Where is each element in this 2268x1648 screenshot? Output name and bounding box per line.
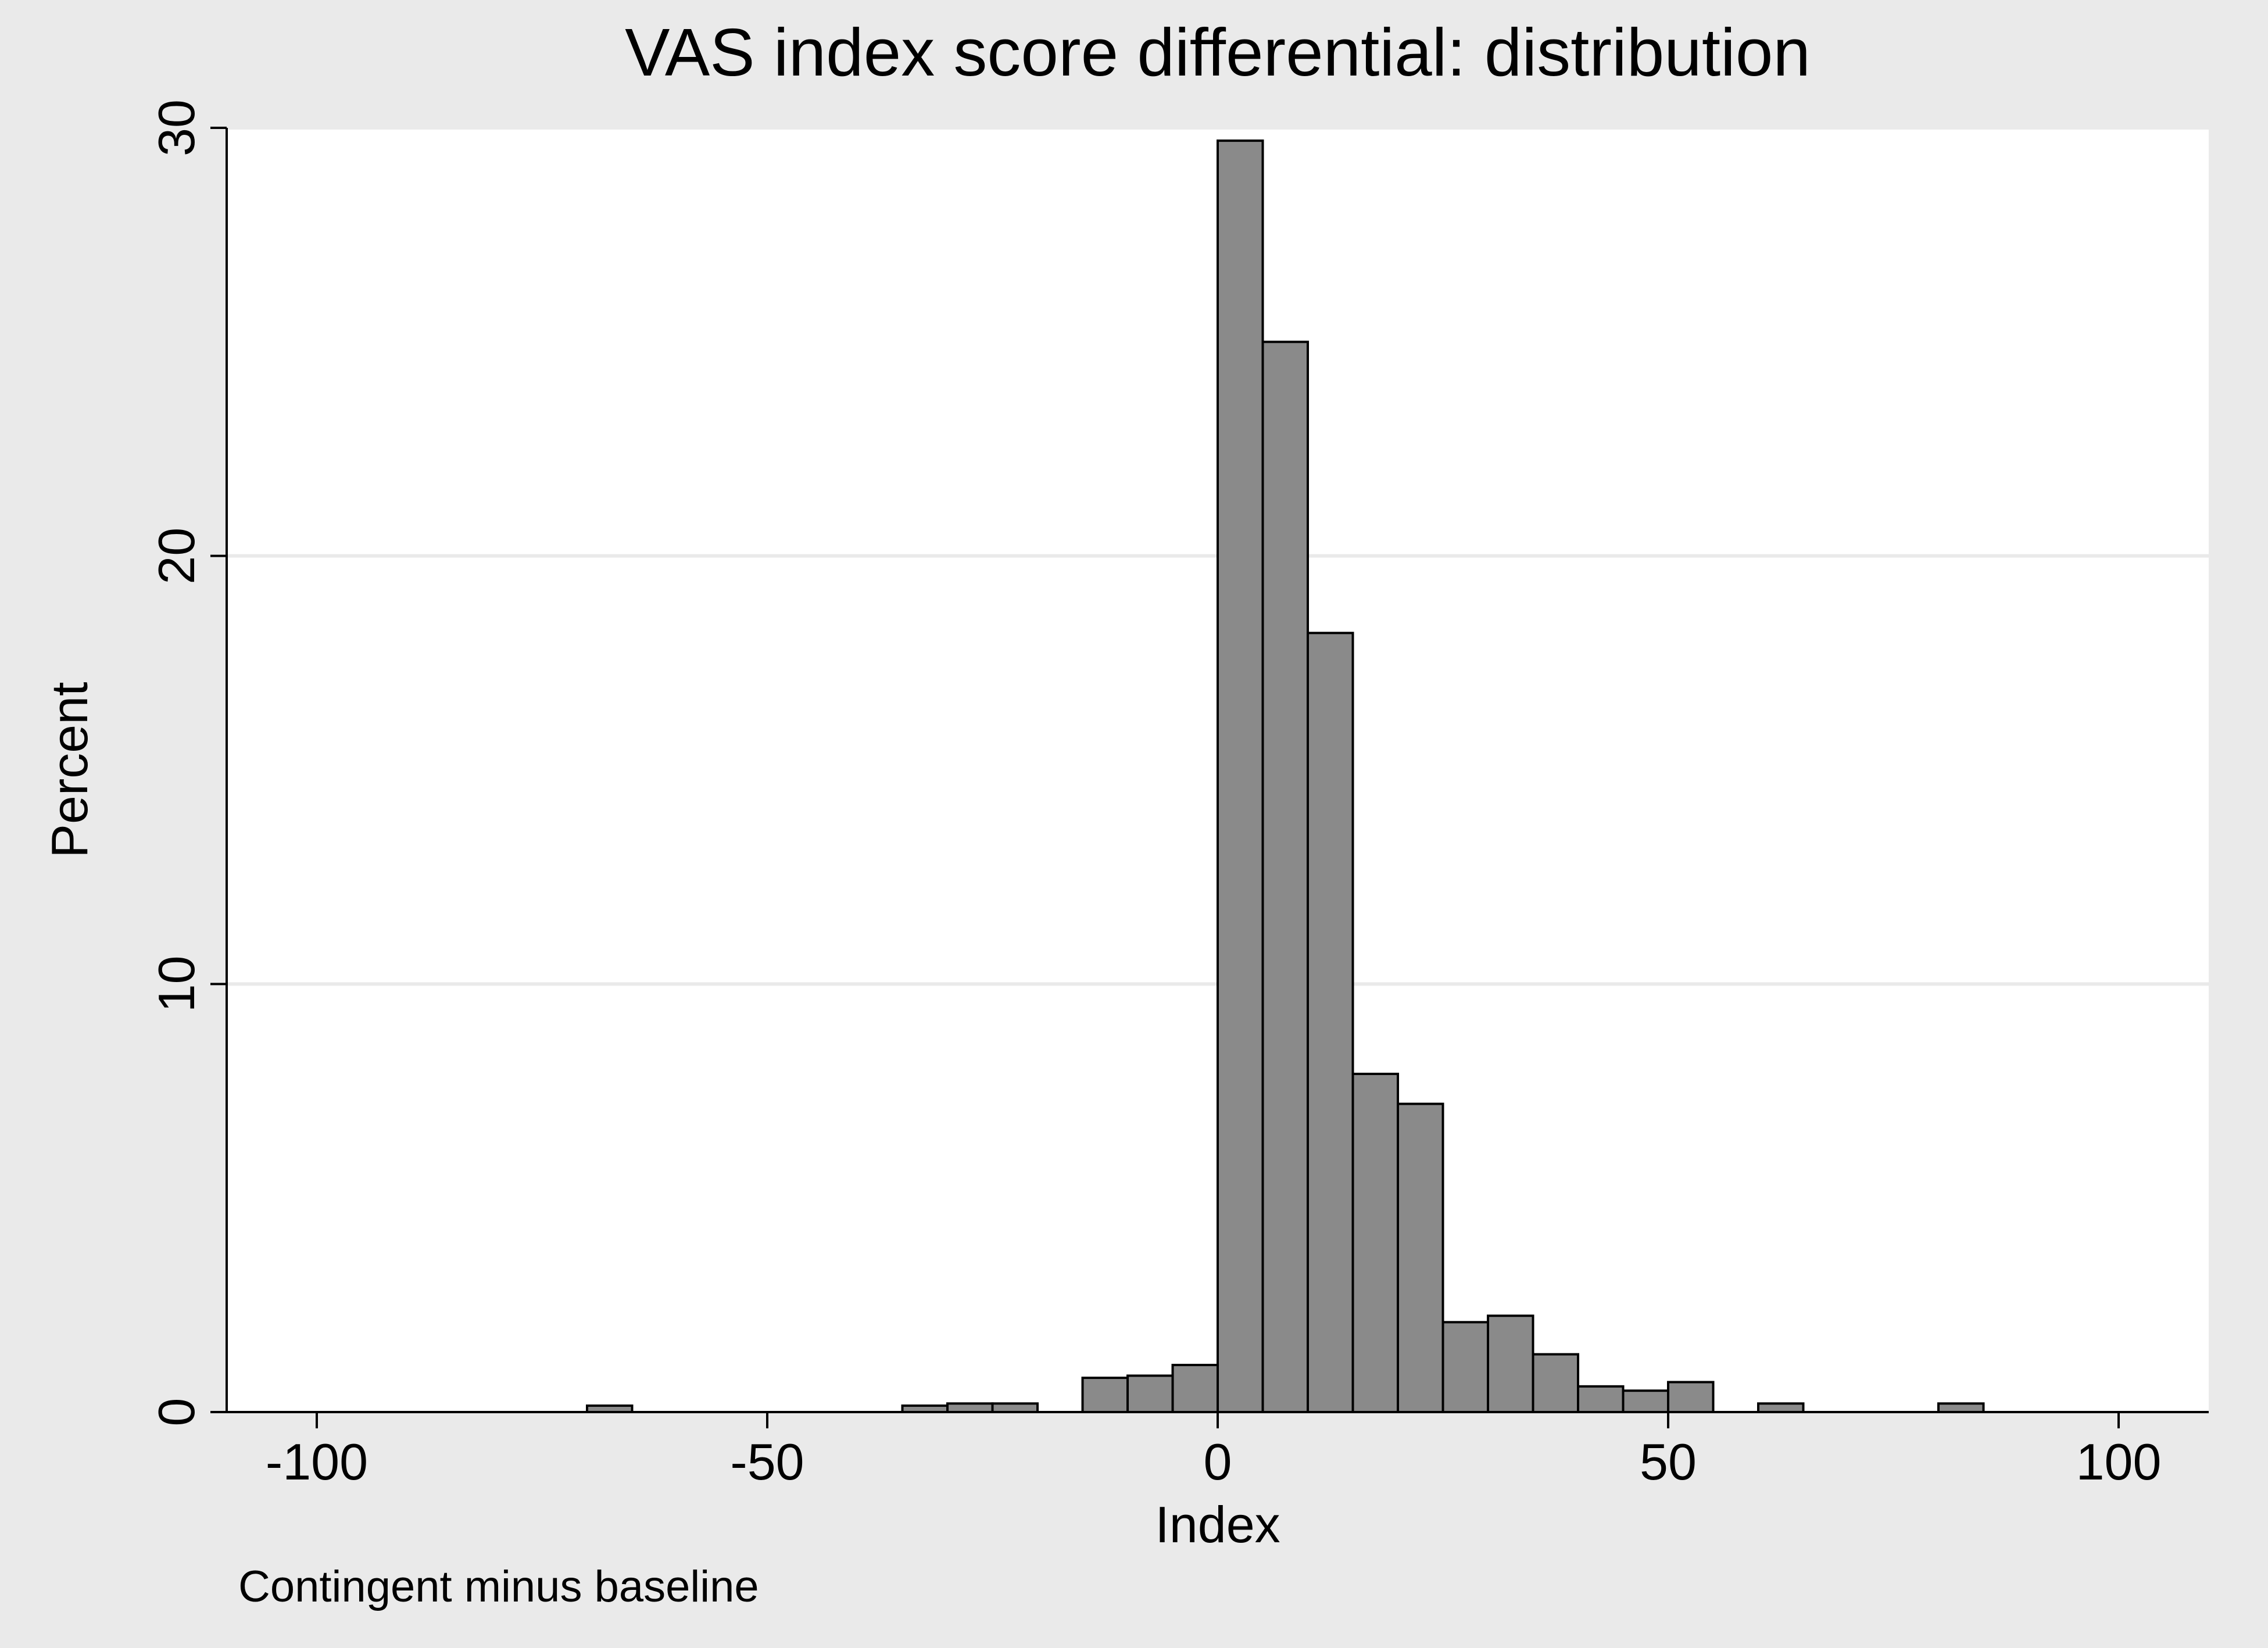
histogram-bar [1533, 1355, 1579, 1412]
x-tick-label: 50 [1640, 1433, 1697, 1491]
histogram-bar [1083, 1378, 1128, 1412]
histogram-bar [1443, 1322, 1489, 1412]
histogram-bar [1263, 342, 1308, 1412]
histogram-bar [1668, 1382, 1713, 1412]
x-tick-label: -50 [730, 1433, 804, 1491]
y-axis-label: Percent [41, 682, 98, 858]
histogram-bar [1173, 1365, 1218, 1412]
histogram-bar [1308, 633, 1353, 1412]
y-tick-label: 0 [148, 1398, 205, 1427]
y-tick-label: 10 [148, 955, 205, 1012]
histogram-bar [1353, 1074, 1398, 1412]
histogram-bar [1398, 1104, 1443, 1412]
histogram-bar [1623, 1391, 1669, 1412]
histogram-bar [1128, 1375, 1173, 1412]
histogram-bar [1938, 1403, 1984, 1412]
x-tick-label: 0 [1204, 1433, 1232, 1491]
histogram-bar [1578, 1387, 1623, 1412]
x-tick-label: 100 [2076, 1433, 2162, 1491]
histogram-chart: -100 -50 0 50 100 0 10 20 30 VAS index score diff… [0, 0, 2268, 1647]
y-tick-label: 30 [148, 99, 205, 156]
histogram-bar [1218, 141, 1263, 1412]
histogram-bar [1758, 1403, 1804, 1412]
histogram-bar [947, 1403, 993, 1412]
y-tick-label: 20 [148, 528, 205, 585]
x-axis-label: Index [1155, 1496, 1280, 1553]
histogram-bar [1488, 1316, 1533, 1412]
chart-container: -100 -50 0 50 100 0 10 20 30 VAS index score diff… [0, 0, 2268, 1647]
x-tick-label: -100 [266, 1433, 368, 1491]
chart-note: Contingent minus baseline [238, 1562, 759, 1611]
chart-title: VAS index score differential: distributi… [625, 15, 1811, 90]
histogram-bar [993, 1403, 1038, 1412]
